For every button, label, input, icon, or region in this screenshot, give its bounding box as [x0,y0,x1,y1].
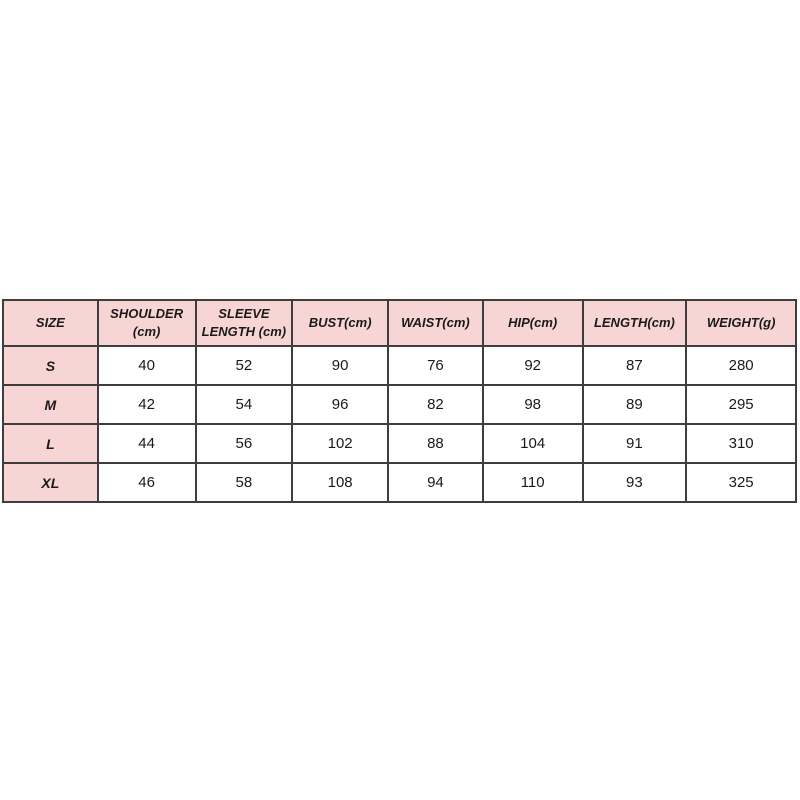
hip-value: 98 [481,384,584,425]
bust-value: 90 [291,345,390,386]
bust-value: 102 [291,423,390,464]
table-row-size-s: S 40 52 90 76 92 87 280 [2,345,797,386]
size-chart-table: SIZE SHOULDER (cm) SLEEVE LENGTH (cm) BU… [2,299,797,503]
table-row-size-xl: XL 46 58 108 94 110 93 325 [2,462,797,503]
bust-value: 108 [291,462,390,503]
sleeve-length-value: 52 [194,345,294,386]
size-label: S [2,345,99,386]
size-label: L [2,423,99,464]
hip-value: 92 [481,345,584,386]
weight-value: 325 [685,462,797,503]
shoulder-value: 46 [96,462,197,503]
sleeve-length-value: 58 [194,462,294,503]
waist-value: 94 [387,462,484,503]
weight-value: 295 [685,384,797,425]
hip-value: 110 [481,462,584,503]
column-header-sleeve-length: SLEEVE LENGTH (cm) [194,299,294,347]
column-header-shoulder: SHOULDER (cm) [96,299,197,347]
sleeve-length-value: 56 [194,423,294,464]
weight-value: 310 [685,423,797,464]
column-header-weight: WEIGHT(g) [685,299,797,347]
shoulder-value: 42 [96,384,197,425]
column-header-bust: BUST(cm) [291,299,390,347]
length-value: 91 [581,423,688,464]
shoulder-value: 40 [96,345,197,386]
waist-value: 82 [387,384,484,425]
waist-value: 76 [387,345,484,386]
sleeve-length-value: 54 [194,384,294,425]
table-row-size-m: M 42 54 96 82 98 89 295 [2,384,797,425]
table-row-size-l: L 44 56 102 88 104 91 310 [2,423,797,464]
column-header-size: SIZE [2,299,99,347]
column-header-length: LENGTH(cm) [581,299,688,347]
weight-value: 280 [685,345,797,386]
shoulder-value: 44 [96,423,197,464]
length-value: 87 [581,345,688,386]
bust-value: 96 [291,384,390,425]
size-label: XL [2,462,99,503]
hip-value: 104 [481,423,584,464]
column-header-waist: WAIST(cm) [387,299,484,347]
size-label: M [2,384,99,425]
length-value: 89 [581,384,688,425]
waist-value: 88 [387,423,484,464]
length-value: 93 [581,462,688,503]
column-header-hip: HIP(cm) [481,299,584,347]
table-header-row: SIZE SHOULDER (cm) SLEEVE LENGTH (cm) BU… [2,299,797,347]
